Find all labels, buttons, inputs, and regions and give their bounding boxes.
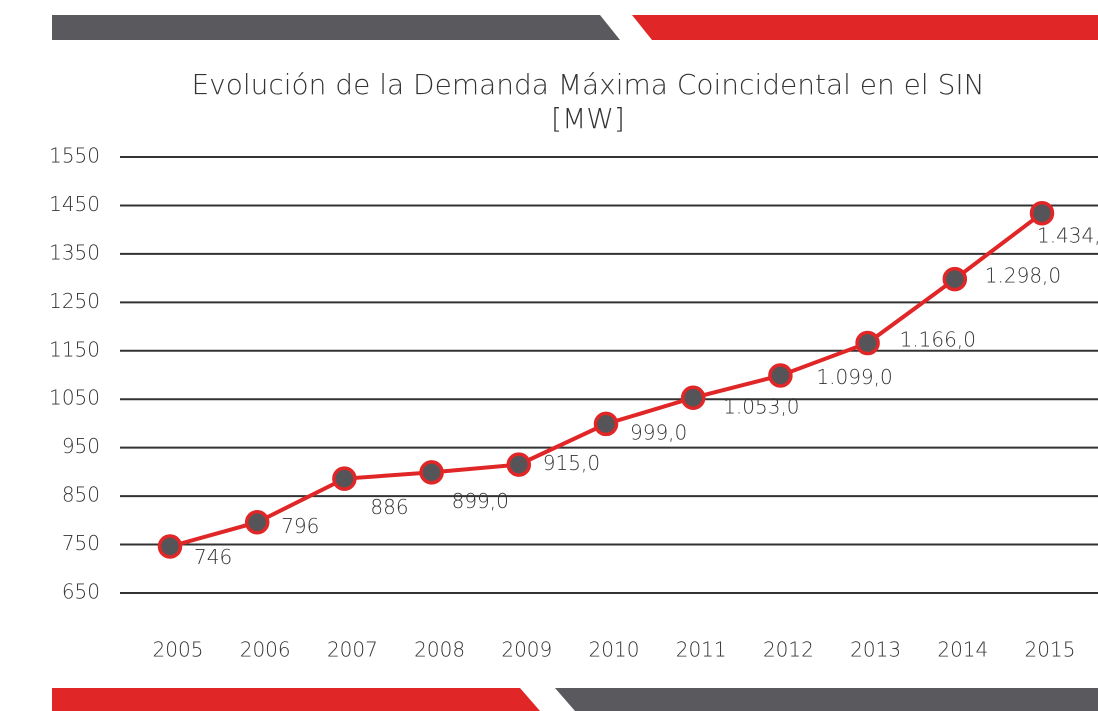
marker [244, 510, 270, 535]
x-tick-label: 2011 [676, 638, 727, 662]
x-tick-label: 2014 [937, 638, 988, 662]
y-tick-label: 750 [62, 531, 100, 555]
data-label: 796 [281, 514, 319, 538]
x-tick-label: 2006 [240, 638, 291, 662]
x-tick-label: 2007 [327, 638, 378, 662]
y-tick-label: 1450 [49, 192, 100, 216]
y-tick-label: 1350 [49, 240, 100, 264]
y-tick-label: 1250 [49, 289, 100, 313]
top-red-band [632, 15, 1098, 40]
data-label: 1.434,0 [1037, 224, 1098, 248]
y-tick-label: 650 [62, 580, 100, 604]
marker [855, 330, 880, 356]
bottom-gray-band [555, 688, 1098, 711]
marker [593, 411, 619, 437]
y-tick-label: 1050 [49, 386, 100, 410]
data-label: 1.166,0 [900, 328, 976, 352]
x-tick-label: 2013 [850, 638, 901, 662]
data-label: 915,0 [543, 451, 600, 475]
chart-title: Evolución de la Demanda Máxima Coinciden… [191, 68, 984, 101]
marker [157, 534, 183, 559]
x-tick-label: 2015 [1025, 638, 1076, 662]
plot: 746 796 886 899,0 915,0 999,0 1.053,0 1.099,0 1.… [157, 200, 1098, 569]
y-tick-label: 1550 [49, 144, 100, 168]
marker [942, 266, 968, 292]
marker [768, 363, 793, 388]
chart-subtitle: [MW] [551, 102, 625, 135]
marker [332, 466, 357, 491]
bottom-red-band [52, 688, 540, 711]
grid: 650 750 850 950 1050 1150 1250 1350 1450 1550 2005… [49, 144, 1098, 662]
data-label: 1.053,0 [723, 394, 799, 418]
y-tick-label: 950 [62, 434, 100, 458]
marker [1029, 200, 1055, 226]
x-tick-label: 2012 [763, 638, 814, 662]
x-tick-label: 2008 [414, 638, 465, 662]
y-tick-label: 1150 [49, 337, 100, 361]
x-tick-label: 2010 [589, 638, 640, 662]
marker [680, 385, 706, 411]
data-label: 1.099,0 [816, 365, 892, 389]
x-tick-label: 2005 [153, 638, 204, 662]
marker [419, 460, 444, 485]
marker [506, 452, 532, 477]
top-gray-band [52, 15, 620, 40]
data-label: 899,0 [452, 489, 509, 513]
data-label: 999,0 [630, 420, 687, 444]
data-label: 746 [194, 545, 232, 569]
y-tick-label: 850 [62, 483, 100, 507]
x-tick-label: 2009 [501, 638, 552, 662]
data-label: 886 [370, 495, 408, 519]
data-label: 1.298,0 [985, 264, 1061, 288]
